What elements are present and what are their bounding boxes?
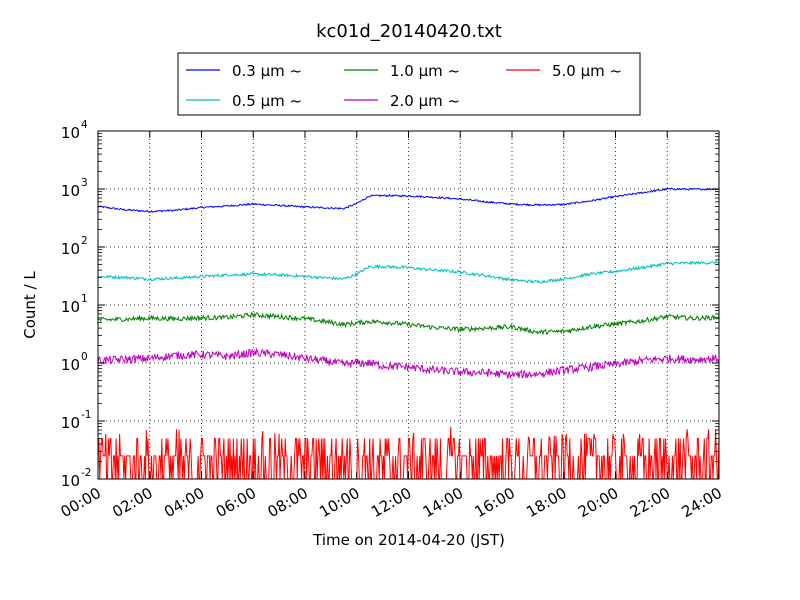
y-tick-base: 10: [61, 298, 80, 316]
y-tick-label: 10 1: [61, 293, 88, 316]
series-line: [97, 312, 720, 336]
legend-entry: 0.5 μm ~: [186, 92, 302, 110]
y-tick-exponent: 1: [81, 293, 88, 305]
y-tick-label: 10 0: [61, 351, 88, 374]
legend-entry: 2.0 μm ~: [344, 92, 460, 110]
legend-frame: [177, 52, 641, 116]
y-tick-label: 10 -2: [61, 467, 92, 490]
y-tick-base: 10: [61, 124, 80, 142]
y-tick-exponent: 4: [81, 119, 88, 131]
y-axis-label: Count / L: [21, 271, 39, 339]
y-tick-base: 10: [61, 182, 80, 200]
y-tick-exponent: -1: [81, 409, 91, 421]
y-tick-exponent: 2: [81, 235, 88, 247]
legend-label: 5.0 μm ~: [552, 62, 622, 80]
series-line: [97, 260, 720, 284]
tick-marks: [97, 130, 720, 480]
y-tick-label: 10 4: [61, 119, 88, 142]
series-layer: [97, 187, 720, 480]
y-tick-exponent: 0: [81, 351, 88, 363]
y-tick-label: 10 -1: [61, 409, 92, 432]
legend-label: 0.5 μm ~: [232, 92, 302, 110]
x-axis-label: Time on 2014-04-20 (JST): [312, 531, 505, 549]
series-line: [97, 347, 720, 379]
legend-label: 1.0 μm ~: [390, 62, 460, 80]
legend-entry: 0.3 μm ~: [186, 62, 302, 80]
chart-title: kc01d_20140420.txt: [316, 21, 502, 42]
y-tick-label: 10 2: [61, 235, 88, 258]
legend: 0.3 μm ~ 0.5 μm ~ 1.0 μm ~ 2.0 μm ~ 5.0 μm ~: [177, 52, 641, 116]
legend-label: 0.3 μm ~: [232, 62, 302, 80]
y-tick-base: 10: [61, 472, 80, 490]
y-tick-base: 10: [61, 414, 80, 432]
legend-entry: 5.0 μm ~: [506, 62, 622, 80]
y-tick-exponent: 3: [81, 177, 88, 189]
y-tick-exponent: -2: [81, 467, 91, 479]
series-line: [97, 426, 720, 480]
y-tick-base: 10: [61, 356, 80, 374]
series-line: [97, 187, 720, 213]
y-tick-base: 10: [61, 240, 80, 258]
y-tick-label: 10 3: [61, 177, 88, 200]
legend-label: 2.0 μm ~: [390, 92, 460, 110]
legend-entry: 1.0 μm ~: [344, 62, 460, 80]
